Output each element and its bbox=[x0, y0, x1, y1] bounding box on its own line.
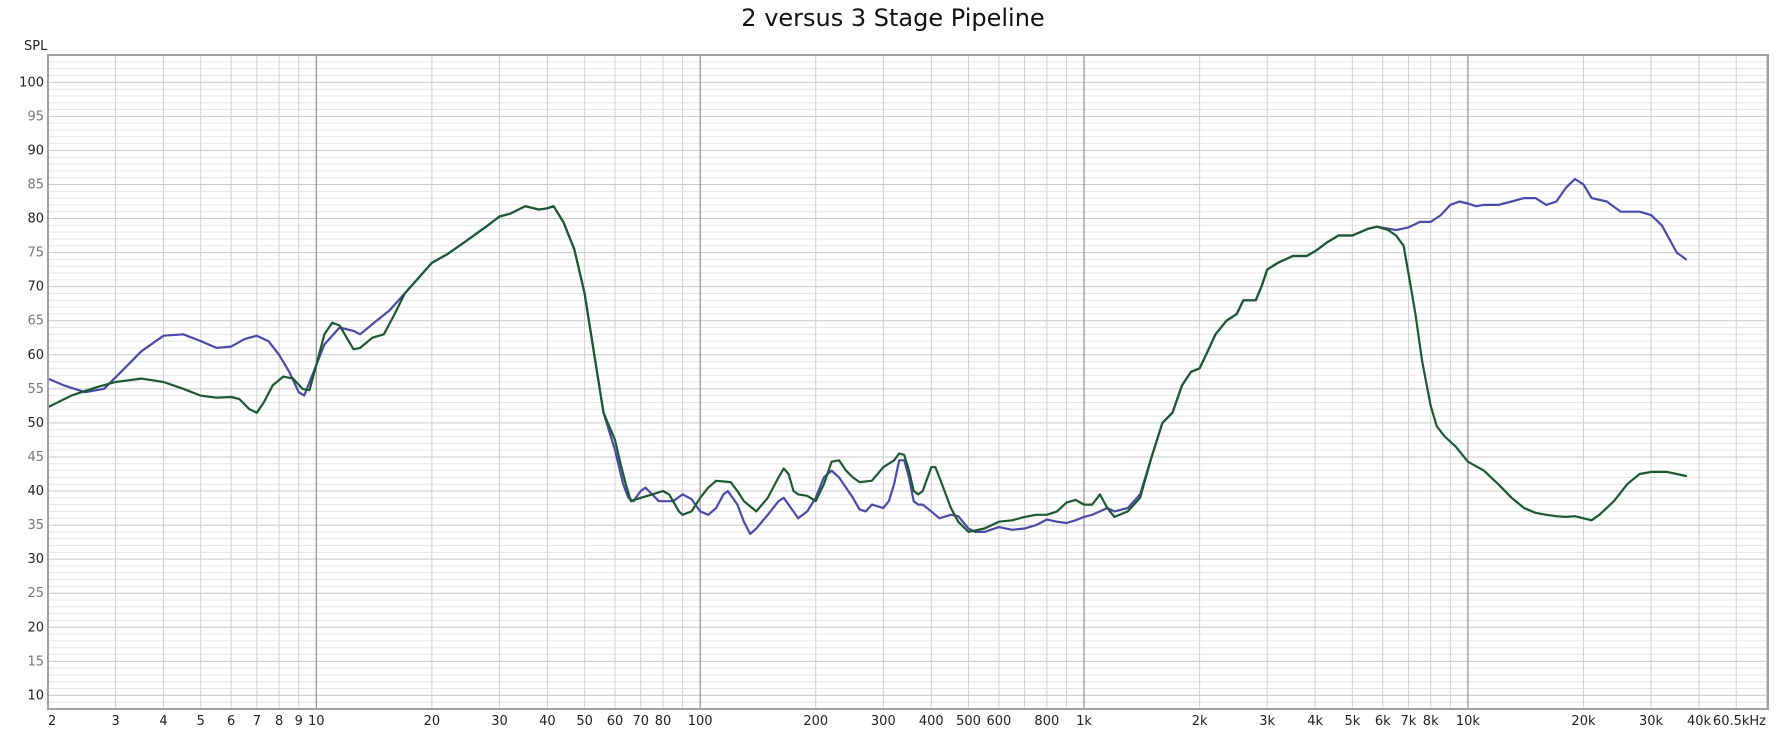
y-tick-label: 15 bbox=[27, 654, 44, 669]
x-tick-label: 300 bbox=[871, 714, 896, 729]
x-tick-label: 40k bbox=[1687, 714, 1712, 729]
x-tick-label: 8k bbox=[1423, 714, 1439, 729]
y-tick-label: 35 bbox=[27, 518, 44, 533]
y-tick-label: 55 bbox=[27, 382, 44, 397]
x-tick-label: 10 bbox=[308, 714, 325, 729]
y-tick-label: 100 bbox=[19, 75, 44, 90]
x-tick-label: 2 bbox=[48, 714, 56, 729]
y-tick-label: 85 bbox=[27, 177, 44, 192]
x-tick-label: 60.5kHz bbox=[1713, 714, 1766, 729]
x-tick-label: 800 bbox=[1034, 714, 1059, 729]
x-tick-label: 5k bbox=[1344, 714, 1360, 729]
x-tick-label: 100 bbox=[688, 714, 713, 729]
y-tick-label: 10 bbox=[27, 688, 44, 703]
x-tick-label: 30 bbox=[491, 714, 508, 729]
y-axis-label: SPL bbox=[24, 39, 48, 54]
x-tick-label: 20k bbox=[1571, 714, 1596, 729]
x-tick-label: 3k bbox=[1259, 714, 1275, 729]
y-tick-label: 25 bbox=[27, 586, 44, 601]
x-tick-label: 20 bbox=[424, 714, 441, 729]
x-tick-label: 2k bbox=[1192, 714, 1208, 729]
series-line-2 bbox=[46, 205, 1688, 534]
x-tick-label: 60 bbox=[607, 714, 624, 729]
y-tick-label: 50 bbox=[27, 416, 44, 431]
y-tick-label: 60 bbox=[27, 348, 44, 363]
x-tick-label: 10k bbox=[1456, 714, 1481, 729]
x-tick-label: 7k bbox=[1401, 714, 1417, 729]
y-tick-label: 90 bbox=[27, 143, 44, 158]
x-tick-label: 40 bbox=[539, 714, 556, 729]
y-tick-label: 70 bbox=[27, 280, 44, 295]
x-tick-label: 7 bbox=[253, 714, 261, 729]
x-tick-label: 5 bbox=[197, 714, 205, 729]
x-tick-label: 500 bbox=[956, 714, 981, 729]
y-tick-label: 65 bbox=[27, 314, 44, 329]
x-tick-label: 4 bbox=[159, 714, 167, 729]
x-tick-label: 30k bbox=[1639, 714, 1664, 729]
y-tick-label: 45 bbox=[27, 450, 44, 465]
x-tick-label: 600 bbox=[986, 714, 1011, 729]
y-tick-label: 80 bbox=[27, 212, 44, 227]
x-tick-label: 50 bbox=[576, 714, 593, 729]
x-tick-label: 6 bbox=[227, 714, 235, 729]
x-tick-label: 6k bbox=[1375, 714, 1391, 729]
y-tick-label: 30 bbox=[27, 552, 44, 567]
x-tick-labels: 2 3 4 5 6 7 8 9 10 20 30 40 50 60 70 80 100 200 300 400 500 6… bbox=[48, 714, 1766, 729]
x-tick-label: 3 bbox=[111, 714, 119, 729]
series-layer bbox=[46, 177, 1688, 536]
plot-frame bbox=[47, 54, 1769, 710]
minor-grid bbox=[48, 54, 1768, 710]
x-tick-label: 8 bbox=[275, 714, 283, 729]
x-tick-label: 9 bbox=[295, 714, 303, 729]
x-tick-label: 400 bbox=[919, 714, 944, 729]
x-tick-label: 4k bbox=[1307, 714, 1323, 729]
y-tick-label: 95 bbox=[27, 109, 44, 124]
x-tick-label: 70 bbox=[632, 714, 649, 729]
y-tick-label: 20 bbox=[27, 620, 44, 635]
x-tick-label: 200 bbox=[803, 714, 828, 729]
y-tick-labels: 10 15 20 25 30 35 40 45 50 55 60 65 70 75 80 85 90 95 100 bbox=[19, 75, 44, 703]
x-tick-label: 1k bbox=[1076, 714, 1092, 729]
y-tick-label: 75 bbox=[27, 246, 44, 261]
y-tick-label: 40 bbox=[27, 484, 44, 499]
chart-title: 2 versus 3 Stage Pipeline bbox=[741, 4, 1045, 32]
x-tick-label: 80 bbox=[655, 714, 672, 729]
